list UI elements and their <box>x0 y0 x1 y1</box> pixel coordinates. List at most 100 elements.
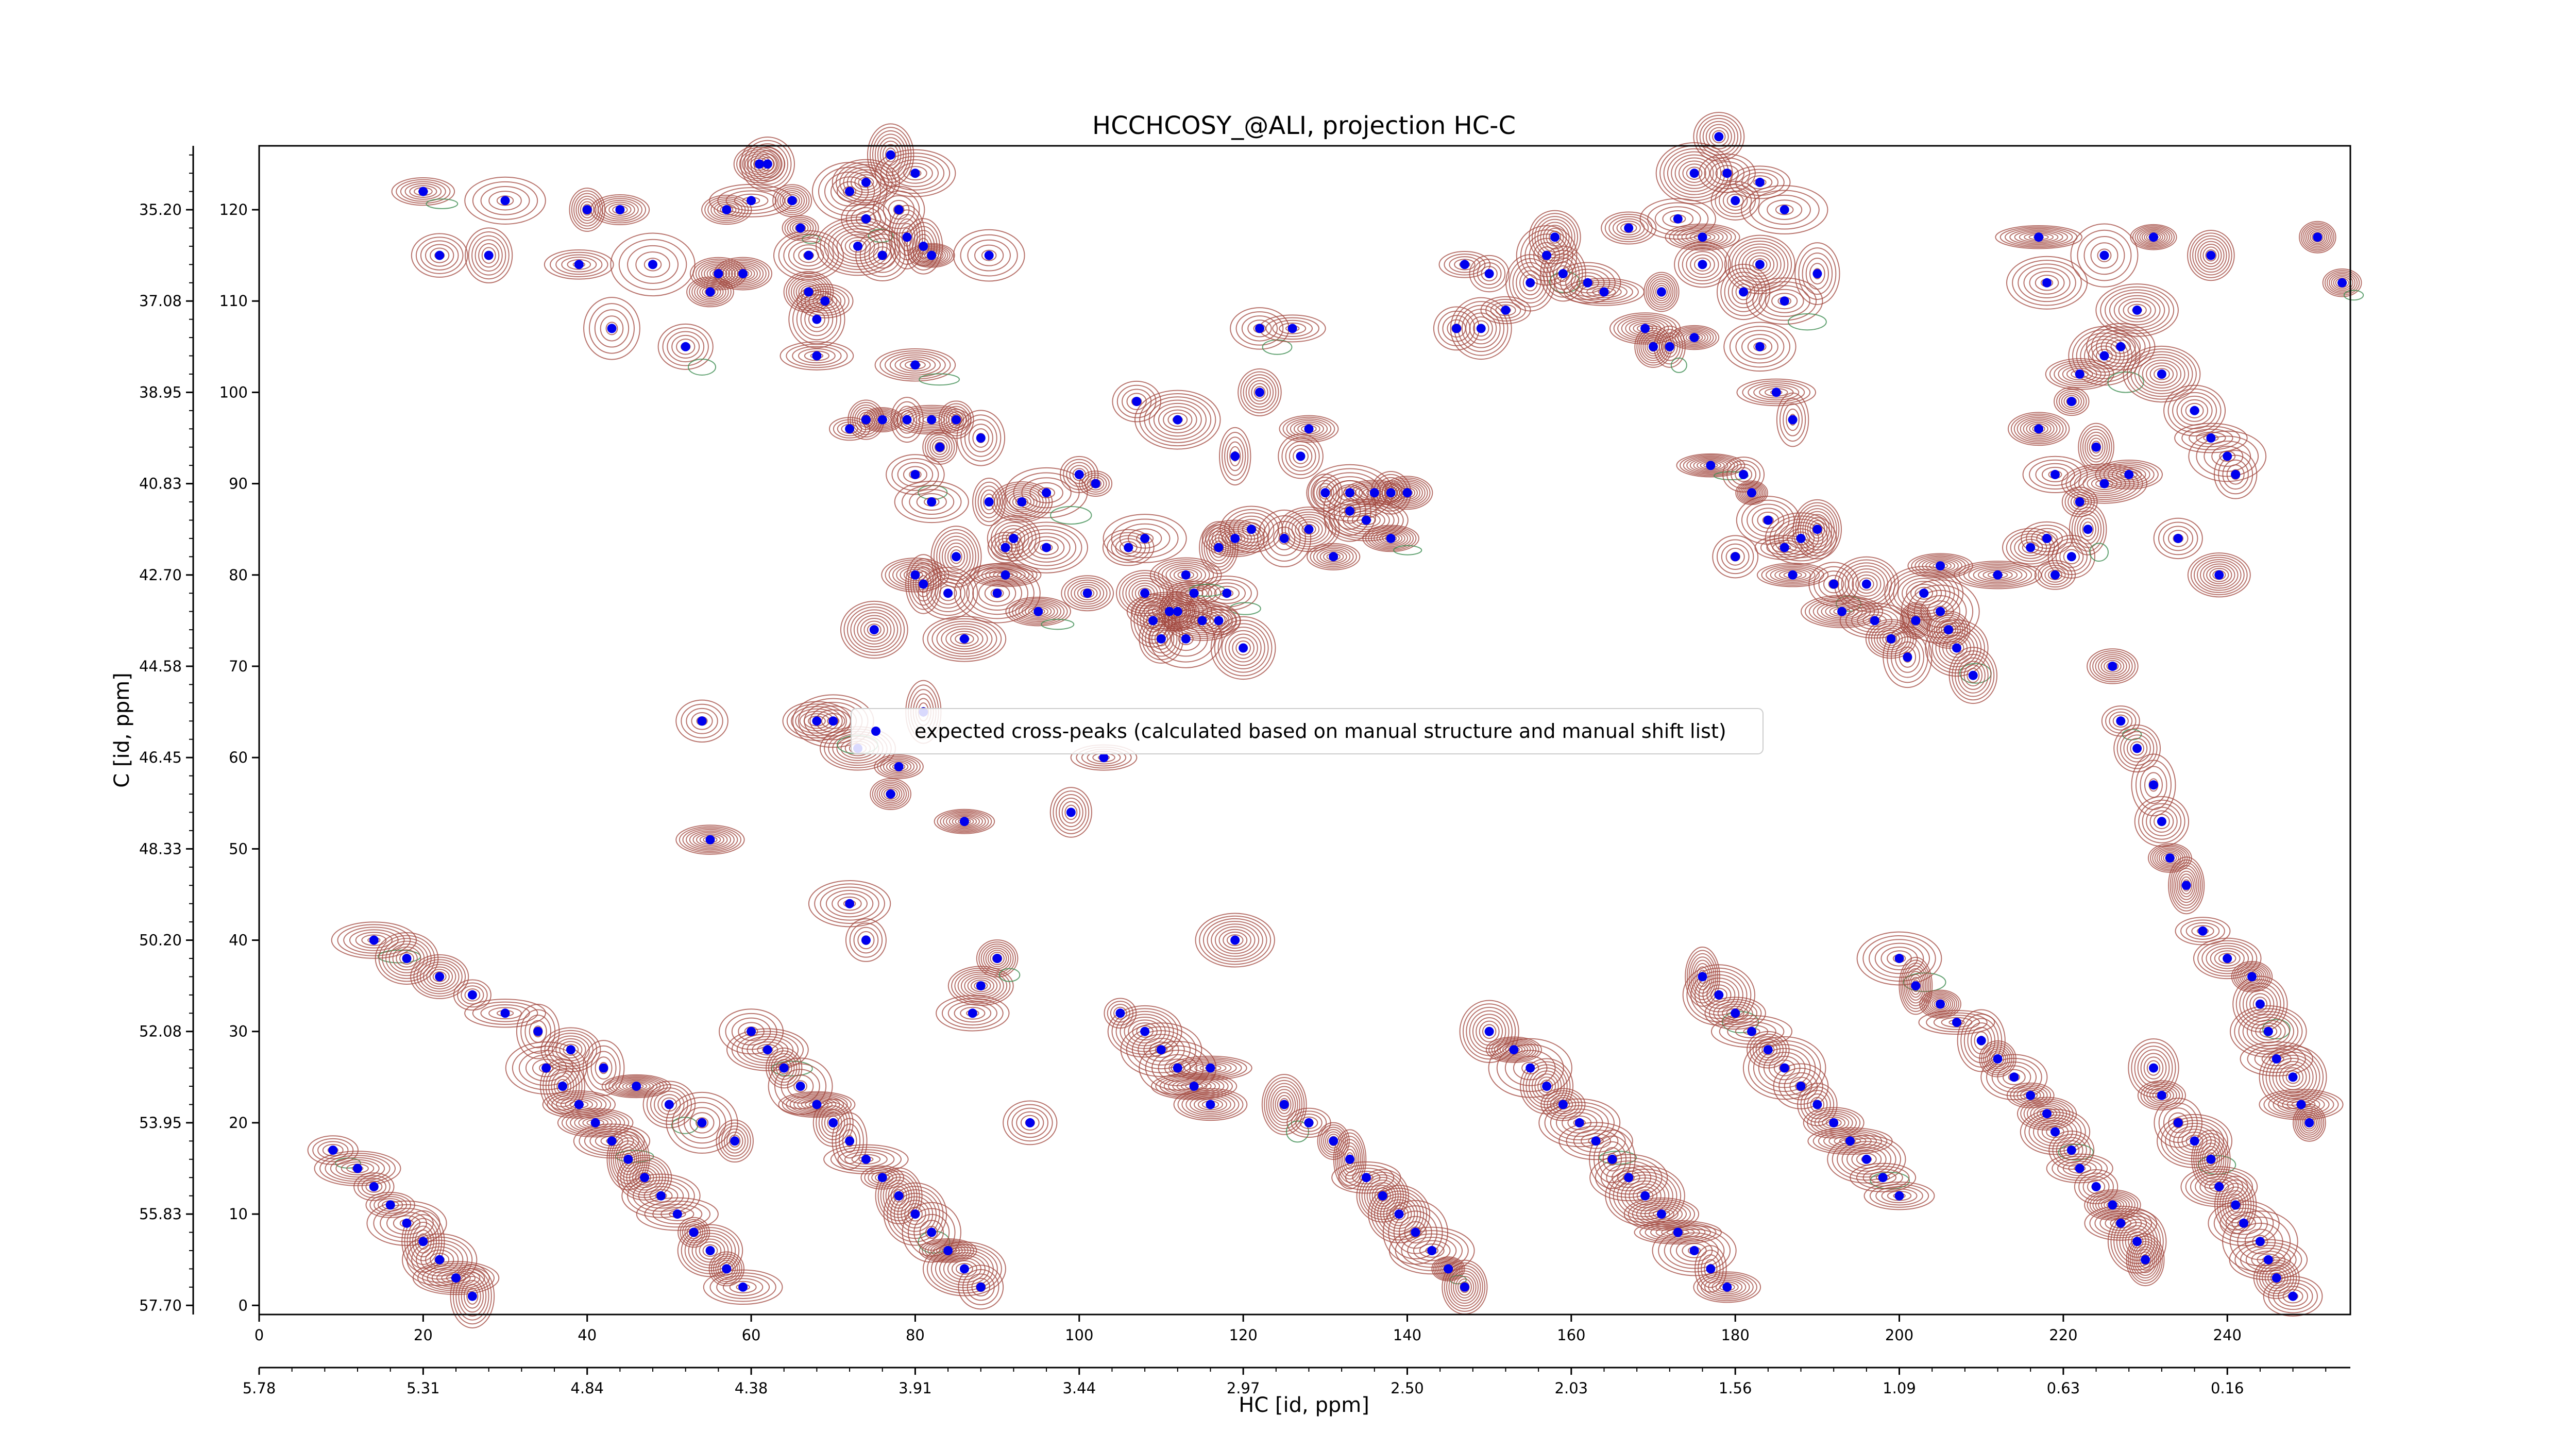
contour-line <box>1690 254 1715 275</box>
cross-peak-marker <box>1173 415 1182 425</box>
contour-line <box>2022 542 2039 554</box>
cross-peak-marker <box>1755 260 1765 269</box>
contour-line <box>1952 650 1995 701</box>
contour-line <box>1277 1094 1292 1114</box>
contour-line <box>874 781 907 807</box>
contour-line <box>786 703 848 739</box>
contour-line <box>1908 974 1923 998</box>
contour-line <box>496 195 514 206</box>
x-ppm-tick-label: 0.16 <box>2211 1379 2244 1397</box>
contour-line <box>1333 1129 1367 1190</box>
contour-line <box>1704 157 1750 189</box>
contour-line <box>1025 605 1052 618</box>
contour-line <box>704 196 749 223</box>
contour-line <box>1227 441 1244 471</box>
contour-cluster <box>642 1081 699 1134</box>
contour-line <box>2298 1110 2321 1136</box>
cross-peak-marker <box>747 196 756 206</box>
contour-line <box>1963 564 2032 586</box>
contour-line <box>1550 1105 1609 1141</box>
cross-peak-marker <box>1624 1173 1634 1183</box>
contour-line <box>671 334 700 359</box>
contour-line <box>951 414 962 426</box>
contour-line <box>1931 626 1982 671</box>
contour-cluster <box>956 410 1006 466</box>
contour-line <box>1758 285 1810 317</box>
cross-peak-marker <box>1837 606 1847 616</box>
contour-line <box>2035 463 2075 486</box>
x-ppm-tick-label: 2.03 <box>1555 1379 1588 1397</box>
x-tick-label: 160 <box>1557 1326 1585 1344</box>
cross-peak-marker <box>1649 342 1658 351</box>
contour-line <box>827 1115 840 1131</box>
contour-line <box>549 251 608 277</box>
contour-line <box>880 757 918 776</box>
contour-cluster <box>2123 345 2201 403</box>
contour-cluster <box>1103 514 1187 563</box>
contour-line <box>1616 221 1641 235</box>
contour-line <box>2096 329 2146 364</box>
contour-line <box>2048 1131 2095 1170</box>
contour-line <box>1034 540 1059 555</box>
contour-line <box>874 348 956 382</box>
contour-cluster <box>411 233 468 278</box>
contour-line <box>2138 799 2185 844</box>
contour-line <box>1011 1107 1048 1138</box>
cross-peak-marker <box>1181 634 1191 644</box>
contour-line <box>692 832 728 848</box>
contour-line <box>1310 477 1340 509</box>
cross-peak-marker <box>1936 999 1945 1009</box>
contour-line <box>1744 487 1759 498</box>
contour-line <box>2134 226 2173 248</box>
contour-line <box>595 1056 613 1080</box>
contour-line <box>1190 1095 1231 1114</box>
contour-line <box>1749 1033 1787 1066</box>
contour-line <box>1558 1122 1633 1160</box>
contour-line <box>908 243 955 268</box>
contour-line <box>2204 1149 2218 1170</box>
contour-line <box>987 515 1041 562</box>
contour-line <box>2251 1250 2286 1269</box>
contour-line <box>1173 568 1198 581</box>
cross-peak-marker <box>435 1255 445 1265</box>
contour-line <box>974 244 1004 266</box>
contour-line <box>667 331 705 363</box>
contour-line <box>1409 1226 1421 1238</box>
cross-peak-marker <box>935 442 945 452</box>
contour-line <box>1257 509 1312 567</box>
cross-peak-marker <box>2026 1090 2036 1100</box>
contour-line <box>1134 390 1221 450</box>
contour-line <box>956 410 1006 466</box>
cross-peak-marker <box>1796 1082 1806 1091</box>
contour-line <box>2231 961 2273 992</box>
contour-line <box>1208 582 1246 604</box>
contour-line <box>600 315 624 342</box>
contour-line <box>1977 568 2018 582</box>
cross-peak-marker <box>976 981 986 991</box>
cross-peak-marker <box>2255 999 2265 1009</box>
cross-peak-marker <box>1861 579 1871 589</box>
cross-peak-marker <box>1780 205 1789 214</box>
cross-peak-marker <box>959 1264 969 1274</box>
contour-line <box>2012 260 2082 306</box>
contour-line <box>846 606 902 653</box>
contour-line <box>1740 185 1828 234</box>
contour-line <box>1336 1136 1363 1183</box>
contour-line <box>1248 380 1271 405</box>
contour-line <box>2087 434 2106 460</box>
contour-line <box>396 179 451 204</box>
contour-line <box>2131 753 2176 817</box>
contour-line <box>2190 232 2232 278</box>
cross-peak-marker <box>2272 1273 2281 1283</box>
contour-line <box>1379 480 1403 506</box>
contour-line <box>688 1233 733 1269</box>
contour-line <box>942 539 971 575</box>
cross-peak-marker <box>1780 543 1789 552</box>
contour-line <box>426 966 453 987</box>
cross-peak-marker <box>2141 1255 2150 1265</box>
y-ppm-tick-label: 55.83 <box>139 1205 182 1223</box>
contour-line <box>1727 275 1759 309</box>
contour-line <box>2115 468 2142 481</box>
contour-line <box>1685 947 1720 1007</box>
contour-line <box>1629 1183 1662 1208</box>
